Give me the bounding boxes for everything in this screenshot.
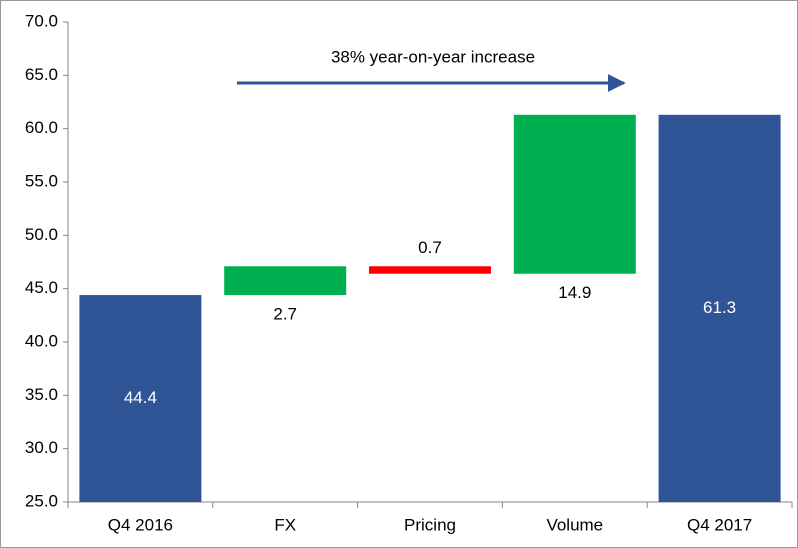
y-tick-label: 50.0 bbox=[25, 225, 58, 244]
y-tick-label: 60.0 bbox=[25, 118, 58, 137]
x-tick-label: Q4 2016 bbox=[108, 515, 173, 534]
y-tick-label: 70.0 bbox=[25, 11, 58, 30]
value-label: 61.3 bbox=[703, 298, 736, 317]
bar bbox=[658, 114, 781, 503]
value-label: 44.4 bbox=[124, 388, 157, 407]
value-label: 14.9 bbox=[558, 283, 591, 302]
bar bbox=[79, 295, 202, 502]
y-tick-label: 40.0 bbox=[25, 331, 58, 350]
bar bbox=[513, 114, 636, 274]
value-label: 2.7 bbox=[273, 305, 297, 324]
y-tick-label: 30.0 bbox=[25, 438, 58, 457]
x-tick-label: Volume bbox=[546, 515, 603, 534]
y-tick-label: 55.0 bbox=[25, 171, 58, 190]
y-tick-label: 65.0 bbox=[25, 65, 58, 84]
y-tick-label: 35.0 bbox=[25, 385, 58, 404]
bar bbox=[369, 266, 491, 274]
value-label: 0.7 bbox=[418, 238, 442, 257]
annotation: 38% year-on-year increase bbox=[331, 47, 535, 66]
bar bbox=[224, 266, 347, 296]
y-tick-label: 25.0 bbox=[25, 491, 58, 510]
y-tick-label: 45.0 bbox=[25, 278, 58, 297]
x-tick-label: FX bbox=[274, 515, 296, 534]
x-tick-label: Q4 2017 bbox=[687, 515, 752, 534]
x-tick-label: Pricing bbox=[404, 515, 456, 534]
